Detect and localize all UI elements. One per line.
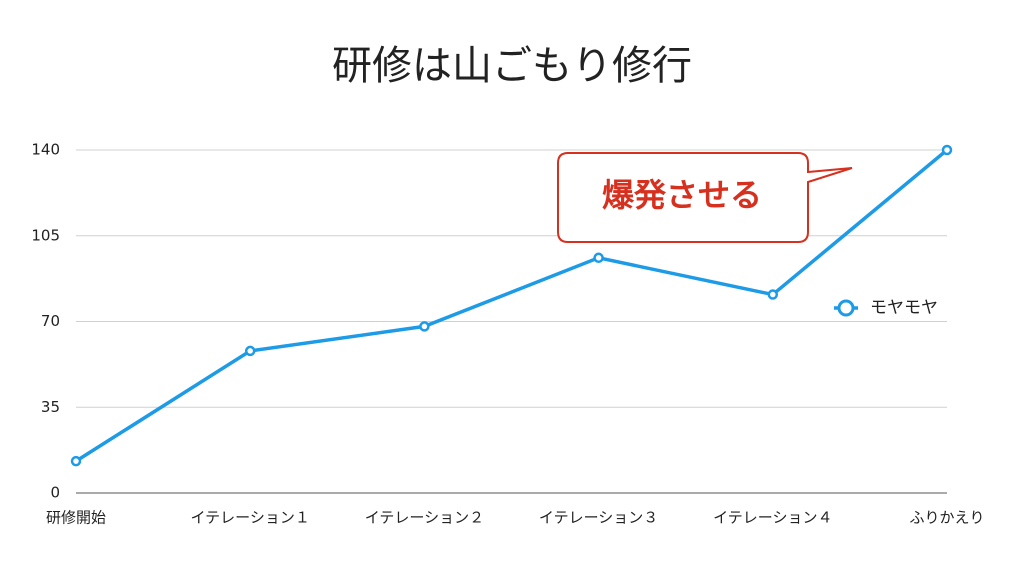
- point: [767, 289, 779, 300]
- callout: [557, 152, 853, 243]
- legend-label: モヤモヤ: [870, 298, 938, 318]
- series-line: [75, 148, 949, 463]
- y-tick-label: 70: [41, 312, 60, 330]
- annotation: 爆発させる: [602, 176, 762, 214]
- point: [244, 345, 256, 357]
- point: [419, 321, 430, 332]
- chart-title: 研修は山ごもり修行: [332, 43, 692, 89]
- x-tick-label: イテレーション４: [713, 509, 832, 527]
- x-tick-label: 研修開始: [46, 509, 106, 527]
- x-tick-label: イテレーション２: [365, 509, 484, 527]
- x-tick-label: イテレーション３: [539, 509, 658, 527]
- point: [70, 455, 82, 467]
- plot-area: 0 35 70 105 140 研修開始 イテレーション１ イテレーション２ イテレーション３ イ…: [31, 141, 984, 527]
- y-tick-label: 35: [41, 398, 60, 416]
- y-tick-label: 140: [31, 141, 60, 159]
- point: [941, 144, 953, 156]
- legend-marker: [837, 299, 855, 317]
- point: [593, 252, 604, 264]
- y-tick-label: 105: [31, 226, 60, 244]
- x-tick-label: ふりかえり: [909, 509, 984, 527]
- x-tick-label: イテレーション１: [190, 509, 309, 527]
- y-tick-label: 0: [50, 484, 60, 502]
